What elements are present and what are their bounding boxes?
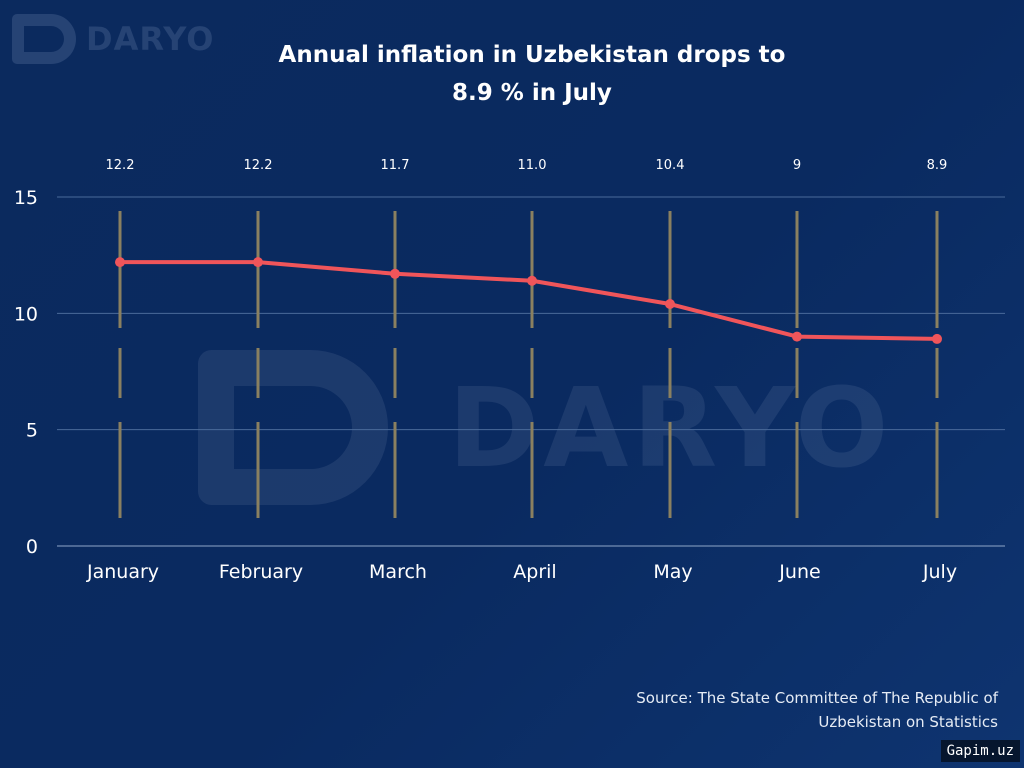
title-line-2: 8.9 % in July <box>452 80 612 106</box>
x-tick-label: April <box>513 561 556 583</box>
gapim-badge: Gapim.uz <box>940 740 1020 762</box>
data-label: 11.0 <box>518 158 547 173</box>
inflation-line <box>120 260 938 341</box>
data-label: 8.9 <box>927 158 948 173</box>
data-point <box>932 333 942 344</box>
data-label: 12.2 <box>106 158 135 173</box>
data-point <box>390 268 400 279</box>
data-label: 12.2 <box>244 158 273 173</box>
data-point <box>527 275 537 286</box>
source-note: Source: The State Committee of The Repub… <box>636 689 998 731</box>
y-tick-label: 15 <box>14 187 38 209</box>
data-point <box>253 257 263 268</box>
x-tick-label: June <box>778 561 820 583</box>
y-tick-label: 10 <box>14 303 38 325</box>
watermark-text: DARYO <box>448 363 893 492</box>
y-tick-label: 0 <box>26 536 38 558</box>
x-tick-label: May <box>653 561 692 583</box>
data-point <box>792 331 802 342</box>
chart-title: Annual inflation in Uzbekistan drops to … <box>0 36 1024 112</box>
daryo-logo: DARYO <box>12 14 214 64</box>
y-tick-label: 5 <box>26 420 38 442</box>
x-tick-label: March <box>369 561 427 583</box>
x-tick-label: July <box>922 561 957 583</box>
logo-text: DARYO <box>86 20 215 58</box>
data-point <box>665 299 675 310</box>
data-label: 9 <box>793 158 801 173</box>
x-tick-label: January <box>86 561 159 583</box>
watermark: DARYO <box>198 350 892 505</box>
data-label: 10.4 <box>656 158 685 173</box>
data-point <box>115 257 125 268</box>
x-tick-label: February <box>219 561 303 583</box>
data-label: 11.7 <box>381 158 410 173</box>
title-line-1: Annual inflation in Uzbekistan drops to <box>278 42 786 68</box>
